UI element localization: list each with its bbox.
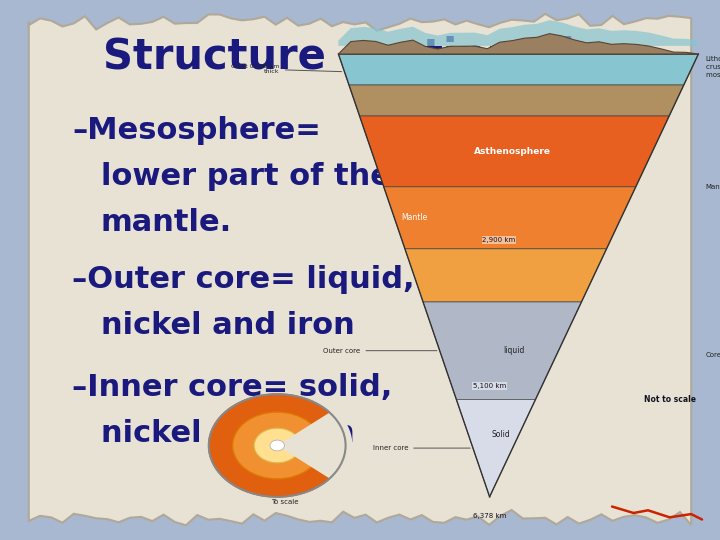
Text: nickel and iron: nickel and iron xyxy=(101,310,354,340)
Text: Core: Core xyxy=(706,352,720,358)
Text: –Outer core= liquid,: –Outer core= liquid, xyxy=(72,265,415,294)
Text: 5,100 km: 5,100 km xyxy=(473,383,506,389)
Polygon shape xyxy=(456,400,536,497)
Text: Lithosphere
crust and upper
most solid mantle: Lithosphere crust and upper most solid m… xyxy=(706,56,720,78)
Polygon shape xyxy=(423,302,582,400)
Polygon shape xyxy=(338,54,698,85)
Circle shape xyxy=(233,412,322,479)
Text: nickel and iron: nickel and iron xyxy=(101,418,354,448)
Circle shape xyxy=(270,440,284,451)
Circle shape xyxy=(209,394,346,497)
Polygon shape xyxy=(338,20,698,46)
Polygon shape xyxy=(277,409,352,482)
Text: 2,900 km: 2,900 km xyxy=(482,237,516,243)
Text: Inner core: Inner core xyxy=(373,445,470,451)
Polygon shape xyxy=(405,249,606,302)
Text: Outer core: Outer core xyxy=(323,348,437,354)
Text: Mantle: Mantle xyxy=(402,213,428,222)
Text: Mantle: Mantle xyxy=(706,184,720,190)
Text: –Mesosphere=: –Mesosphere= xyxy=(72,116,321,145)
Text: 6,378 km: 6,378 km xyxy=(473,513,506,519)
Text: Not to scale: Not to scale xyxy=(644,395,696,404)
Text: Structure continued…: Structure continued… xyxy=(104,35,616,77)
Polygon shape xyxy=(338,33,698,54)
Text: mantle.: mantle. xyxy=(101,208,232,237)
Text: To scale: To scale xyxy=(271,500,298,505)
Text: –Inner core= solid,: –Inner core= solid, xyxy=(72,373,392,402)
Text: liquid: liquid xyxy=(503,346,524,355)
Circle shape xyxy=(254,428,300,463)
Text: Solid: Solid xyxy=(492,430,510,440)
Polygon shape xyxy=(29,14,691,525)
Polygon shape xyxy=(359,116,669,187)
Text: Crust 0-100 km
thick: Crust 0-100 km thick xyxy=(231,64,342,75)
Polygon shape xyxy=(349,85,684,116)
Polygon shape xyxy=(384,187,636,249)
Text: Asthenosphere: Asthenosphere xyxy=(474,147,551,156)
Text: lower part of the: lower part of the xyxy=(101,162,391,191)
